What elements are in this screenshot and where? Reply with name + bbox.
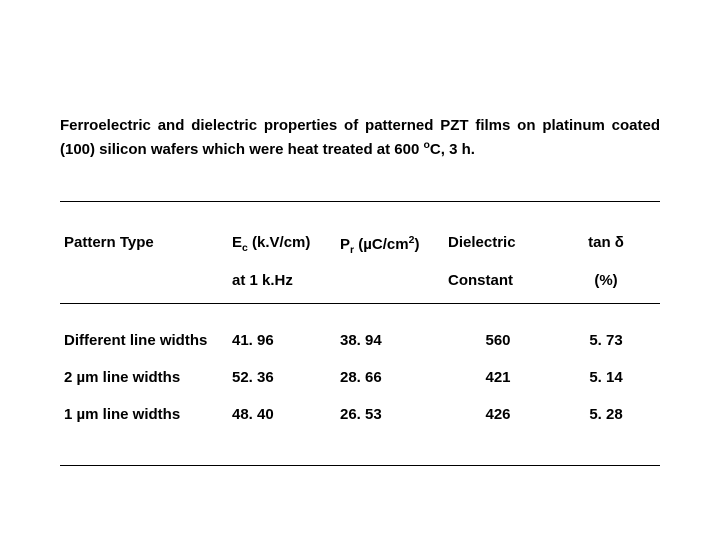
caption-text-1: Ferroelectric and dielectric properties … [60, 117, 660, 158]
table-row: 1 µm line widths 48. 40 26. 53 426 5. 28 [60, 396, 660, 433]
properties-table: Pattern Type Ec (k.V/cm) Pr (µC/cm2) Die… [60, 201, 660, 466]
cell-tan: 5. 14 [552, 359, 660, 396]
cell-pattern: 2 µm line widths [60, 359, 228, 396]
hdr-dielectric: Dielectric [444, 218, 552, 264]
hdr-pr-mid: (µC/cm [354, 236, 409, 253]
caption-text-2: C, 3 h. [430, 141, 475, 158]
header-row-2: at 1 k.Hz Constant (%) [60, 264, 660, 304]
top-rule [60, 202, 660, 219]
cell-ec: 48. 40 [228, 396, 336, 433]
table-caption: Ferroelectric and dielectric properties … [60, 115, 660, 161]
hdr-ec-sub2: at 1 k.Hz [228, 264, 336, 304]
cell-pattern: 1 µm line widths [60, 396, 228, 433]
cell-dc: 560 [444, 304, 552, 360]
table-row: Different line widths 41. 96 38. 94 560 … [60, 304, 660, 360]
cell-tan: 5. 73 [552, 304, 660, 360]
cell-ec: 52. 36 [228, 359, 336, 396]
hdr-ec: Ec (k.V/cm) [228, 218, 336, 264]
hdr-tan-delta: tan δ [552, 218, 660, 264]
cell-ec: 41. 96 [228, 304, 336, 360]
hdr-ec-pre: E [232, 234, 242, 251]
cell-dc: 421 [444, 359, 552, 396]
hdr-pr-post: ) [414, 236, 419, 253]
cell-tan: 5. 28 [552, 396, 660, 433]
hdr-pattern-type: Pattern Type [60, 218, 228, 264]
cell-dc: 426 [444, 396, 552, 433]
cell-pattern: Different line widths [60, 304, 228, 360]
hdr-pr-pre: P [340, 236, 350, 253]
hdr-ec-post: (k.V/cm) [248, 234, 311, 251]
hdr-pr: Pr (µC/cm2) [336, 218, 444, 264]
cell-pr: 26. 53 [336, 396, 444, 433]
hdr-constant: Constant [444, 264, 552, 304]
table-row: 2 µm line widths 52. 36 28. 66 421 5. 14 [60, 359, 660, 396]
header-row-1: Pattern Type Ec (k.V/cm) Pr (µC/cm2) Die… [60, 218, 660, 264]
hdr-percent: (%) [552, 264, 660, 304]
cell-pr: 38. 94 [336, 304, 444, 360]
cell-pr: 28. 66 [336, 359, 444, 396]
bottom-rule [60, 433, 660, 466]
page-container: Ferroelectric and dielectric properties … [0, 0, 720, 506]
